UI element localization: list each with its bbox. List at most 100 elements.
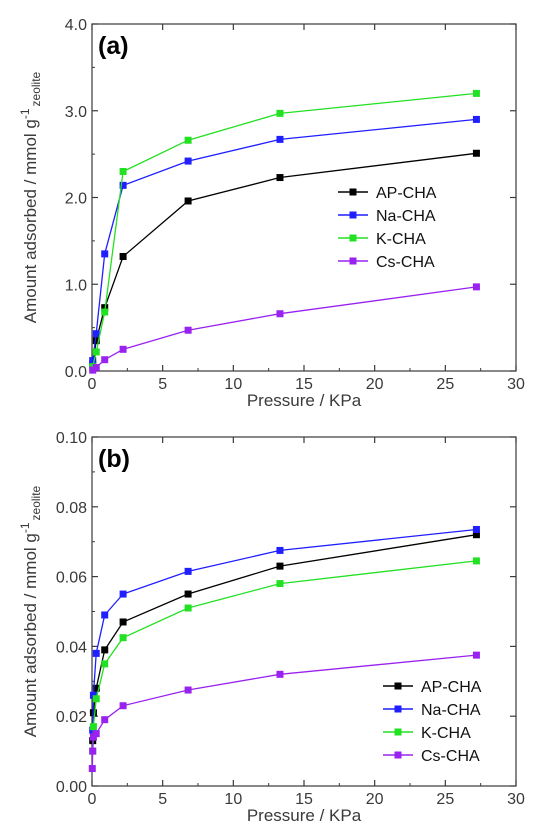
x-tick-label: 20 bbox=[366, 376, 384, 393]
data-point-ap-cha bbox=[184, 197, 192, 205]
x-tick-label: 20 bbox=[366, 791, 384, 808]
data-point-na-cha bbox=[101, 250, 109, 258]
data-point-na-cha bbox=[184, 157, 192, 165]
y-tick-label: 0.00 bbox=[56, 779, 87, 796]
x-tick-label: 0 bbox=[88, 791, 97, 808]
data-point-k-cha bbox=[276, 109, 284, 117]
data-point-k-cha bbox=[101, 308, 109, 316]
x-tick-label: 25 bbox=[436, 791, 454, 808]
data-point-ap-cha bbox=[92, 684, 100, 692]
legend-marker bbox=[394, 682, 402, 690]
data-point-cs-cha bbox=[88, 765, 96, 773]
legend-label: K-CHA bbox=[376, 231, 426, 248]
data-point-k-cha bbox=[276, 580, 284, 588]
x-tick-label: 25 bbox=[436, 376, 454, 393]
x-tick-label: 10 bbox=[224, 791, 242, 808]
legend-marker bbox=[349, 257, 357, 265]
legend-label: Na-CHA bbox=[376, 208, 436, 225]
chart-panel-b: 0 5 10 15 20 25 30 0.00 0.02 0.04 0.06 0.08 0.10 Pres… bbox=[18, 430, 525, 825]
y-axis-label-main: Amount adsorbed / mmol g bbox=[21, 533, 40, 737]
data-point-ap-cha bbox=[472, 149, 480, 157]
data-point-ap-cha bbox=[92, 337, 100, 345]
x-tick-label: 5 bbox=[158, 376, 167, 393]
panel-label: (a) bbox=[98, 32, 129, 60]
data-point-na-cha bbox=[92, 330, 100, 338]
legend-marker bbox=[349, 188, 357, 196]
x-tick-label: 30 bbox=[507, 376, 525, 393]
data-point-ap-cha bbox=[119, 618, 127, 626]
y-tick-label: 4.0 bbox=[65, 17, 87, 34]
plot-frame bbox=[91, 23, 517, 372]
x-axis-label: Pressure / KPa bbox=[247, 391, 362, 410]
y-tick-label: 3.0 bbox=[65, 104, 87, 121]
data-point-cs-cha bbox=[472, 651, 480, 659]
data-point-k-cha bbox=[92, 695, 100, 703]
x-tick-label: 0 bbox=[88, 376, 97, 393]
y-axis-label-main: Amount adsorbed / mmol g bbox=[21, 119, 40, 323]
y-tick-label: 0.04 bbox=[56, 639, 87, 656]
data-point-k-cha bbox=[119, 634, 127, 642]
data-point-ap-cha bbox=[101, 646, 109, 654]
x-tick-label: 10 bbox=[224, 376, 242, 393]
panel-label: (b) bbox=[98, 445, 130, 473]
data-point-na-cha bbox=[92, 649, 100, 657]
y-tick-label: 2.0 bbox=[65, 191, 87, 208]
legend-label: AP-CHA bbox=[421, 679, 482, 696]
data-point-cs-cha bbox=[101, 716, 109, 724]
data-point-na-cha bbox=[276, 546, 284, 554]
y-tick-label: 0.06 bbox=[56, 570, 87, 587]
data-point-cs-cha bbox=[101, 356, 109, 364]
y-tick-label: 0.08 bbox=[56, 500, 87, 517]
data-point-k-cha bbox=[472, 89, 480, 97]
data-point-cs-cha bbox=[184, 326, 192, 334]
y-tick-label: 0.02 bbox=[56, 709, 87, 726]
data-point-na-cha bbox=[89, 357, 97, 365]
data-point-cs-cha bbox=[89, 747, 97, 755]
y-axis-label: Amount adsorbed / mmol g-1 zeolite bbox=[18, 71, 43, 323]
data-point-cs-cha bbox=[276, 670, 284, 678]
data-point-cs-cha bbox=[472, 283, 480, 291]
legend-label: Na-CHA bbox=[421, 702, 481, 719]
x-tick-label: 5 bbox=[158, 791, 167, 808]
y-tick-label: 0.0 bbox=[65, 364, 87, 381]
data-point-ap-cha bbox=[184, 590, 192, 598]
legend-marker bbox=[394, 705, 402, 713]
data-point-na-cha bbox=[119, 181, 127, 189]
data-point-cs-cha bbox=[119, 702, 127, 710]
legend-label: AP-CHA bbox=[376, 185, 437, 202]
data-point-na-cha bbox=[276, 135, 284, 143]
data-point-na-cha bbox=[101, 611, 109, 619]
data-point-k-cha bbox=[184, 136, 192, 144]
data-point-cs-cha bbox=[92, 364, 100, 372]
legend-marker bbox=[349, 211, 357, 219]
data-point-k-cha bbox=[184, 604, 192, 612]
y-axis-label-sub: zeolite bbox=[29, 71, 43, 106]
legend-label: Cs-CHA bbox=[421, 748, 480, 765]
series-line-k-cha bbox=[92, 560, 477, 752]
legend-marker bbox=[394, 751, 402, 759]
data-point-na-cha bbox=[184, 567, 192, 575]
y-axis-label: Amount adsorbed / mmol g-1 zeolite bbox=[18, 485, 43, 737]
legend-label: Cs-CHA bbox=[376, 254, 435, 271]
data-point-cs-cha bbox=[92, 730, 100, 738]
chart-panel-a: 0 5 10 15 20 25 30 0.0 1.0 2.0 3.0 4.0 Pressure / KP… bbox=[18, 17, 525, 410]
data-point-k-cha bbox=[472, 557, 480, 565]
legend-marker bbox=[349, 234, 357, 242]
data-point-cs-cha bbox=[276, 310, 284, 318]
data-point-ap-cha bbox=[276, 174, 284, 182]
x-tick-label: 15 bbox=[295, 376, 313, 393]
series-line-ap-cha bbox=[92, 534, 477, 741]
data-point-na-cha bbox=[119, 590, 127, 598]
series-line-na-cha bbox=[92, 528, 477, 731]
y-axis-label-sup: -1 bbox=[18, 108, 32, 119]
y-tick-label: 0.10 bbox=[56, 430, 87, 447]
data-point-cs-cha bbox=[184, 686, 192, 694]
legend-marker bbox=[394, 728, 402, 736]
y-axis-label-sup: -1 bbox=[18, 522, 32, 533]
data-point-k-cha bbox=[119, 167, 127, 175]
data-point-na-cha bbox=[472, 525, 480, 533]
data-point-na-cha bbox=[472, 115, 480, 123]
legend-label: K-CHA bbox=[421, 725, 471, 742]
data-point-ap-cha bbox=[119, 252, 127, 260]
